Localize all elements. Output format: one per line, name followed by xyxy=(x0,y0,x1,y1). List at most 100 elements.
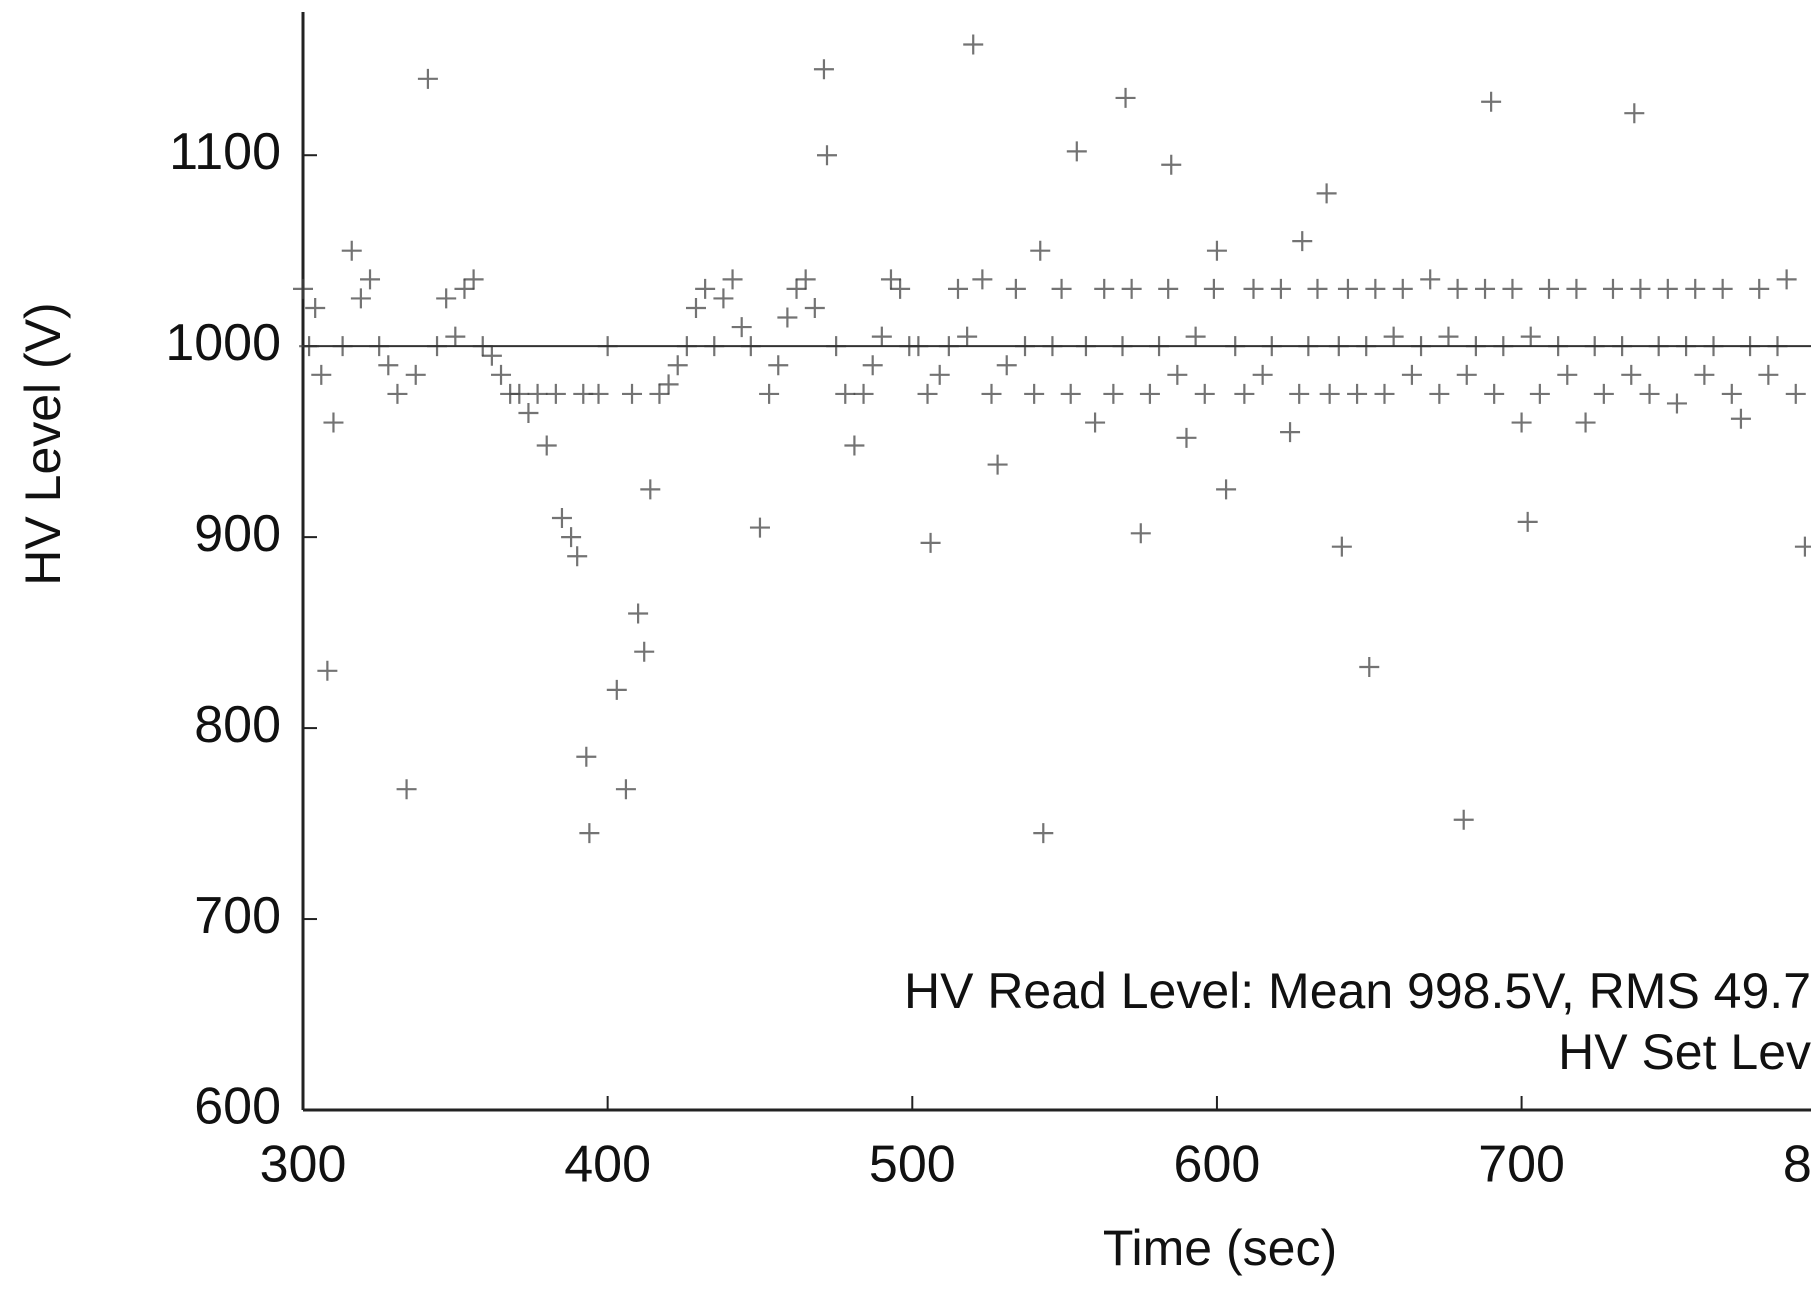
data-point xyxy=(1730,408,1751,429)
data-point xyxy=(311,364,332,385)
data-point xyxy=(1401,364,1422,385)
data-point xyxy=(1712,278,1733,299)
data-point xyxy=(1130,523,1151,544)
data-point xyxy=(588,383,609,404)
data-point xyxy=(1529,383,1550,404)
data-point xyxy=(1115,87,1136,108)
data-point xyxy=(1158,278,1179,299)
data-point xyxy=(1624,103,1645,124)
data-point xyxy=(518,403,539,424)
data-point xyxy=(463,269,484,290)
data-point xyxy=(813,59,834,80)
data-point xyxy=(1024,383,1045,404)
data-point xyxy=(1785,383,1806,404)
data-point xyxy=(567,546,588,567)
data-point xyxy=(1280,422,1301,443)
data-point xyxy=(1203,278,1224,299)
data-point xyxy=(835,383,856,404)
data-point xyxy=(695,278,716,299)
x-tick-label: 700 xyxy=(1478,1136,1565,1194)
data-point xyxy=(862,355,883,376)
data-point xyxy=(880,269,901,290)
data-point xyxy=(561,527,582,548)
data-point xyxy=(871,326,892,347)
data-point xyxy=(1139,383,1160,404)
data-point xyxy=(1392,278,1413,299)
data-point xyxy=(1721,383,1742,404)
data-point xyxy=(981,383,1002,404)
data-point xyxy=(622,383,643,404)
data-point xyxy=(1630,278,1651,299)
data-point xyxy=(1602,278,1623,299)
data-point xyxy=(1438,326,1459,347)
data-point xyxy=(1270,278,1291,299)
data-point xyxy=(1216,479,1237,500)
data-point xyxy=(1794,536,1811,557)
data-point xyxy=(816,145,837,166)
data-point xyxy=(1374,383,1395,404)
x-tick-label: 600 xyxy=(1174,1136,1261,1194)
data-point xyxy=(481,345,502,366)
data-point xyxy=(293,278,313,299)
data-point xyxy=(1453,809,1474,830)
data-point xyxy=(917,383,938,404)
data-point xyxy=(713,288,734,309)
y-tick-label: 900 xyxy=(194,505,281,563)
data-point xyxy=(1758,364,1779,385)
data-point xyxy=(1234,383,1255,404)
data-point xyxy=(853,383,874,404)
data-point xyxy=(378,355,399,376)
data-point xyxy=(1566,278,1587,299)
data-point xyxy=(387,383,408,404)
data-point xyxy=(1666,393,1687,414)
data-point xyxy=(1185,326,1206,347)
data-point xyxy=(1685,278,1706,299)
data-point xyxy=(1694,364,1715,385)
data-point xyxy=(317,660,338,681)
data-point xyxy=(1030,240,1051,261)
data-point xyxy=(957,326,978,347)
data-point xyxy=(1420,269,1441,290)
data-point xyxy=(640,479,661,500)
data-point xyxy=(1639,383,1660,404)
data-point xyxy=(1085,412,1106,433)
data-point xyxy=(929,364,950,385)
data-point xyxy=(1575,412,1596,433)
data-point xyxy=(1557,364,1578,385)
data-point xyxy=(1337,278,1358,299)
data-point xyxy=(1289,383,1310,404)
data-point xyxy=(749,517,770,538)
data-point xyxy=(1005,278,1026,299)
data-point xyxy=(1520,326,1541,347)
data-point xyxy=(1319,383,1340,404)
data-point xyxy=(972,269,993,290)
data-point xyxy=(658,374,679,395)
data-point xyxy=(1484,383,1505,404)
data-point xyxy=(323,412,344,433)
data-point xyxy=(1593,383,1614,404)
data-point xyxy=(722,269,743,290)
x-axis-label: Time (sec) xyxy=(1103,1220,1337,1276)
data-point xyxy=(1307,278,1328,299)
data-point xyxy=(615,779,636,800)
legend-entry: HV Read Level: Mean 998.5V, RMS 49.7 xyxy=(904,963,1811,1019)
data-point xyxy=(987,454,1008,475)
legend-entry: HV Set Lev xyxy=(1558,1024,1811,1080)
data-point xyxy=(509,383,530,404)
data-point xyxy=(527,383,548,404)
data-point xyxy=(1316,183,1337,204)
data-point xyxy=(1365,278,1386,299)
data-point xyxy=(1511,412,1532,433)
x-tick-label: 800 xyxy=(1783,1136,1811,1194)
data-point xyxy=(1252,364,1273,385)
data-point xyxy=(1447,278,1468,299)
data-point xyxy=(1429,383,1450,404)
data-point xyxy=(445,326,466,347)
data-point xyxy=(1060,383,1081,404)
y-tick-label: 1000 xyxy=(165,314,281,372)
data-point xyxy=(1243,278,1264,299)
y-axis-label: HV Level (V) xyxy=(15,302,71,585)
data-point xyxy=(1161,154,1182,175)
data-point xyxy=(551,508,572,529)
